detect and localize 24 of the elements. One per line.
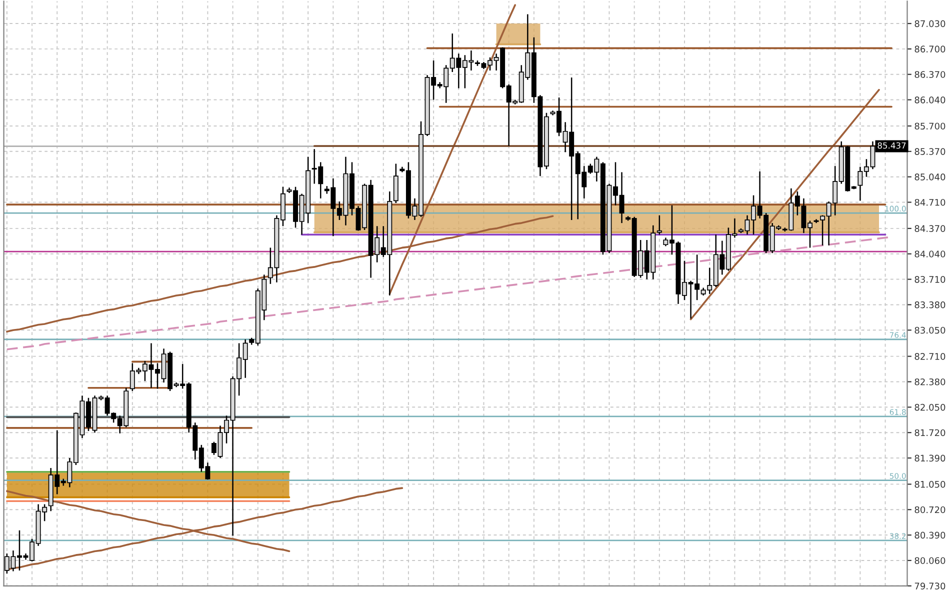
y-tick-label: 83.050 — [914, 326, 946, 334]
y-tick-label: 81.390 — [914, 454, 946, 462]
y-tick-label: 82.050 — [914, 404, 946, 411]
y-tick-label: 82.710 — [914, 353, 946, 360]
y-tick-label: 85.370 — [914, 148, 946, 155]
y-tick-label: 79.730 — [914, 582, 946, 590]
y-tick-label: 87.030 — [914, 20, 946, 28]
y-tick-label: 80.390 — [914, 532, 946, 539]
y-tick-label: 82.380 — [914, 378, 946, 386]
y-tick-label: 84.710 — [914, 198, 946, 206]
y-tick-label: 81.720 — [914, 429, 946, 436]
y-tick-label: 83.380 — [914, 301, 946, 308]
y-tick-label: 86.700 — [914, 46, 946, 53]
y-tick-label: 85.040 — [914, 174, 946, 180]
y-tick-label: 80.060 — [914, 557, 946, 564]
y-tick-label: 86.040 — [914, 96, 946, 104]
y-tick-label: 84.370 — [914, 225, 946, 232]
y-tick-label: 83.710 — [914, 276, 946, 283]
candlestick — [656, 214, 662, 236]
y-tick-label: 85.700 — [914, 122, 946, 130]
y-tick-label: 86.370 — [914, 71, 946, 78]
y-tick-label: 84.040 — [914, 250, 946, 258]
y-tick-label: 81.050 — [914, 480, 946, 488]
y-tick-label: 80.720 — [914, 506, 946, 514]
